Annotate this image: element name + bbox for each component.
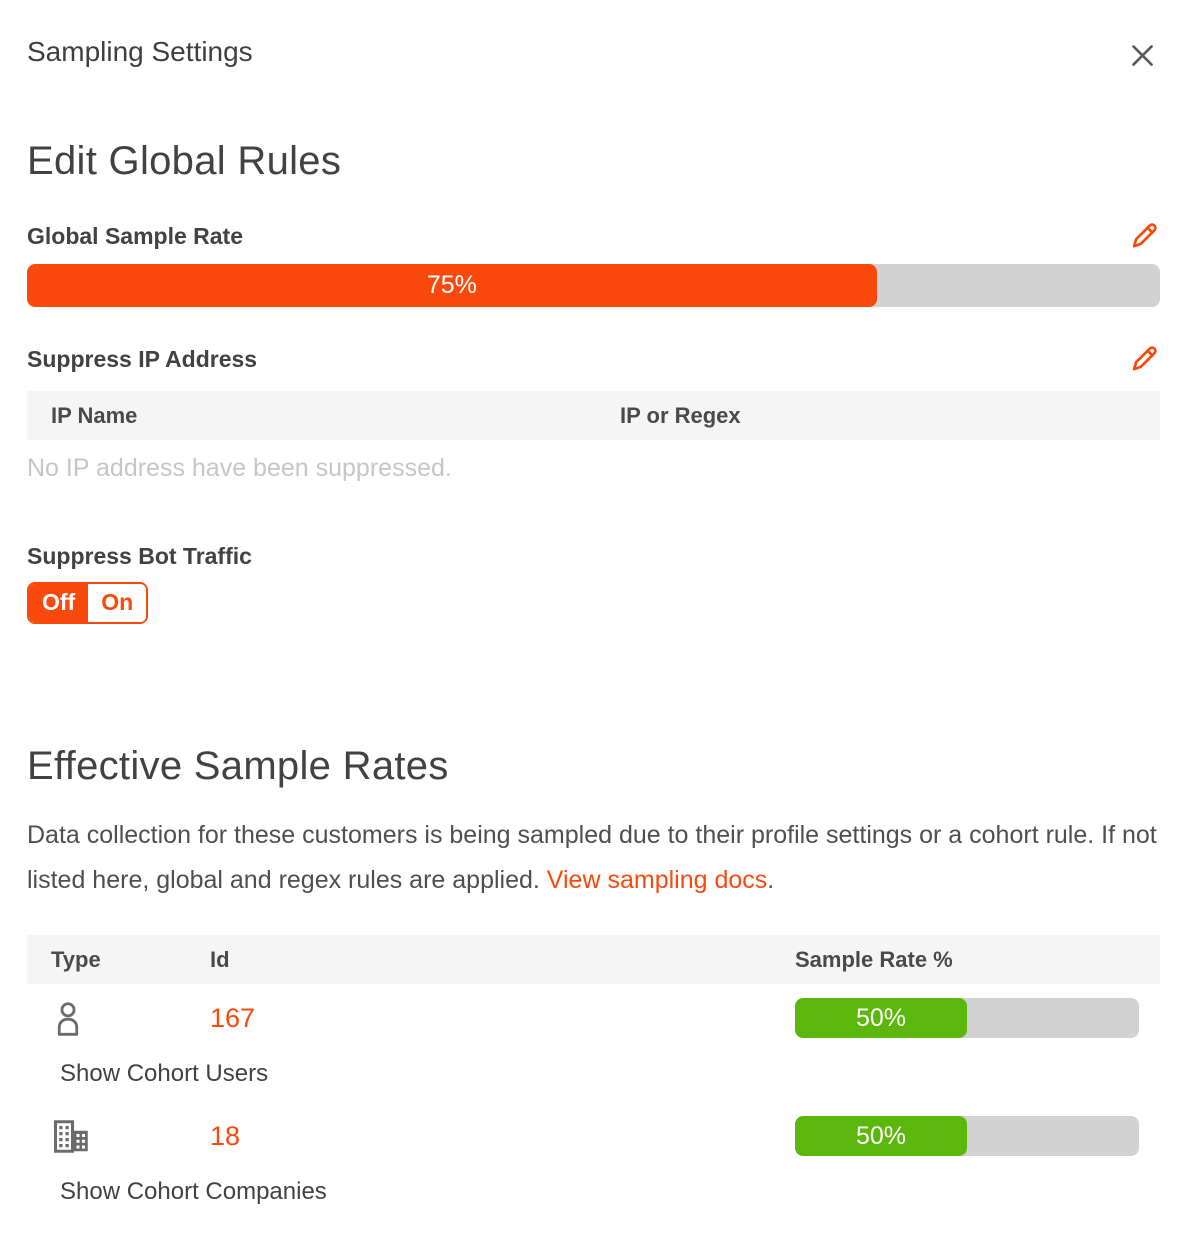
description-text: Data collection for these customers is b…: [27, 821, 1157, 894]
pencil-icon: [1128, 223, 1160, 255]
modal-header: Sampling Settings: [27, 0, 1160, 71]
global-sample-rate-label: Global Sample Rate: [27, 222, 244, 249]
suppress-ip-label: Suppress IP Address: [27, 345, 258, 372]
global-sample-rate-value: 75%: [426, 271, 477, 299]
global-sample-rate-bar: 75%: [27, 264, 1160, 307]
rate-cell: 50%: [795, 998, 1160, 1038]
sample-rate-value: 50%: [855, 1003, 907, 1032]
pencil-icon: [1128, 346, 1160, 378]
view-sampling-docs-link[interactable]: View sampling docs: [546, 866, 768, 894]
global-sample-rate-row: Global Sample Rate: [27, 220, 1160, 252]
suppress-bot-traffic-label: Suppress Bot Traffic: [27, 543, 252, 569]
description-period: .: [767, 866, 775, 894]
cohort-id-link[interactable]: 18: [210, 1120, 241, 1151]
type-column-header: Type: [51, 946, 101, 972]
global-sample-rate-fill: 75%: [27, 264, 877, 307]
table-row-user: 167 50%: [27, 996, 1160, 1040]
page-title: Sampling Settings: [27, 36, 253, 67]
cohort-id-link[interactable]: 167: [210, 1002, 256, 1033]
ip-or-regex-column-header: IP or Regex: [620, 402, 741, 428]
building-icon: [51, 1119, 210, 1154]
effective-description: Data collection for these customers is b…: [27, 813, 1160, 903]
ip-empty-state: No IP address have been suppressed.: [27, 454, 452, 482]
id-cell: 18: [210, 1121, 795, 1152]
show-cohort-companies-link[interactable]: Show Cohort Companies: [60, 1178, 327, 1205]
edit-suppress-ip-button[interactable]: [1128, 343, 1160, 375]
show-cohort-users-link[interactable]: Show Cohort Users: [60, 1060, 269, 1087]
edit-global-sample-rate-button[interactable]: [1128, 220, 1160, 252]
id-cell: 167: [210, 1003, 795, 1034]
rates-table-header: Type Id Sample Rate %: [27, 935, 1160, 984]
id-column-header: Id: [210, 946, 230, 972]
sample-rate-bar: 50%: [795, 1116, 1139, 1156]
bot-traffic-toggle: Off On: [27, 582, 149, 624]
table-row-company: 18 50%: [27, 1114, 1160, 1158]
bot-traffic-on-button[interactable]: On: [88, 584, 147, 622]
sample-rate-value: 50%: [855, 1121, 907, 1150]
sample-rate-bar: 50%: [795, 998, 1139, 1038]
edit-global-rules-heading: Edit Global Rules: [27, 139, 342, 183]
suppress-ip-row: Suppress IP Address: [27, 343, 1160, 375]
ip-table-header: IP Name IP or Regex: [27, 391, 1160, 440]
sample-rate-fill: 50%: [795, 1116, 967, 1156]
effective-sample-rates-heading: Effective Sample Rates: [27, 744, 449, 788]
sample-rate-fill: 50%: [795, 998, 967, 1038]
rate-cell: 50%: [795, 1116, 1160, 1156]
close-button[interactable]: [1127, 40, 1158, 71]
close-icon: [1127, 45, 1158, 74]
bot-traffic-off-button[interactable]: Off: [29, 584, 89, 622]
ip-name-column-header: IP Name: [51, 402, 138, 428]
user-icon: [51, 998, 210, 1038]
sample-rate-column-header: Sample Rate %: [795, 946, 953, 972]
